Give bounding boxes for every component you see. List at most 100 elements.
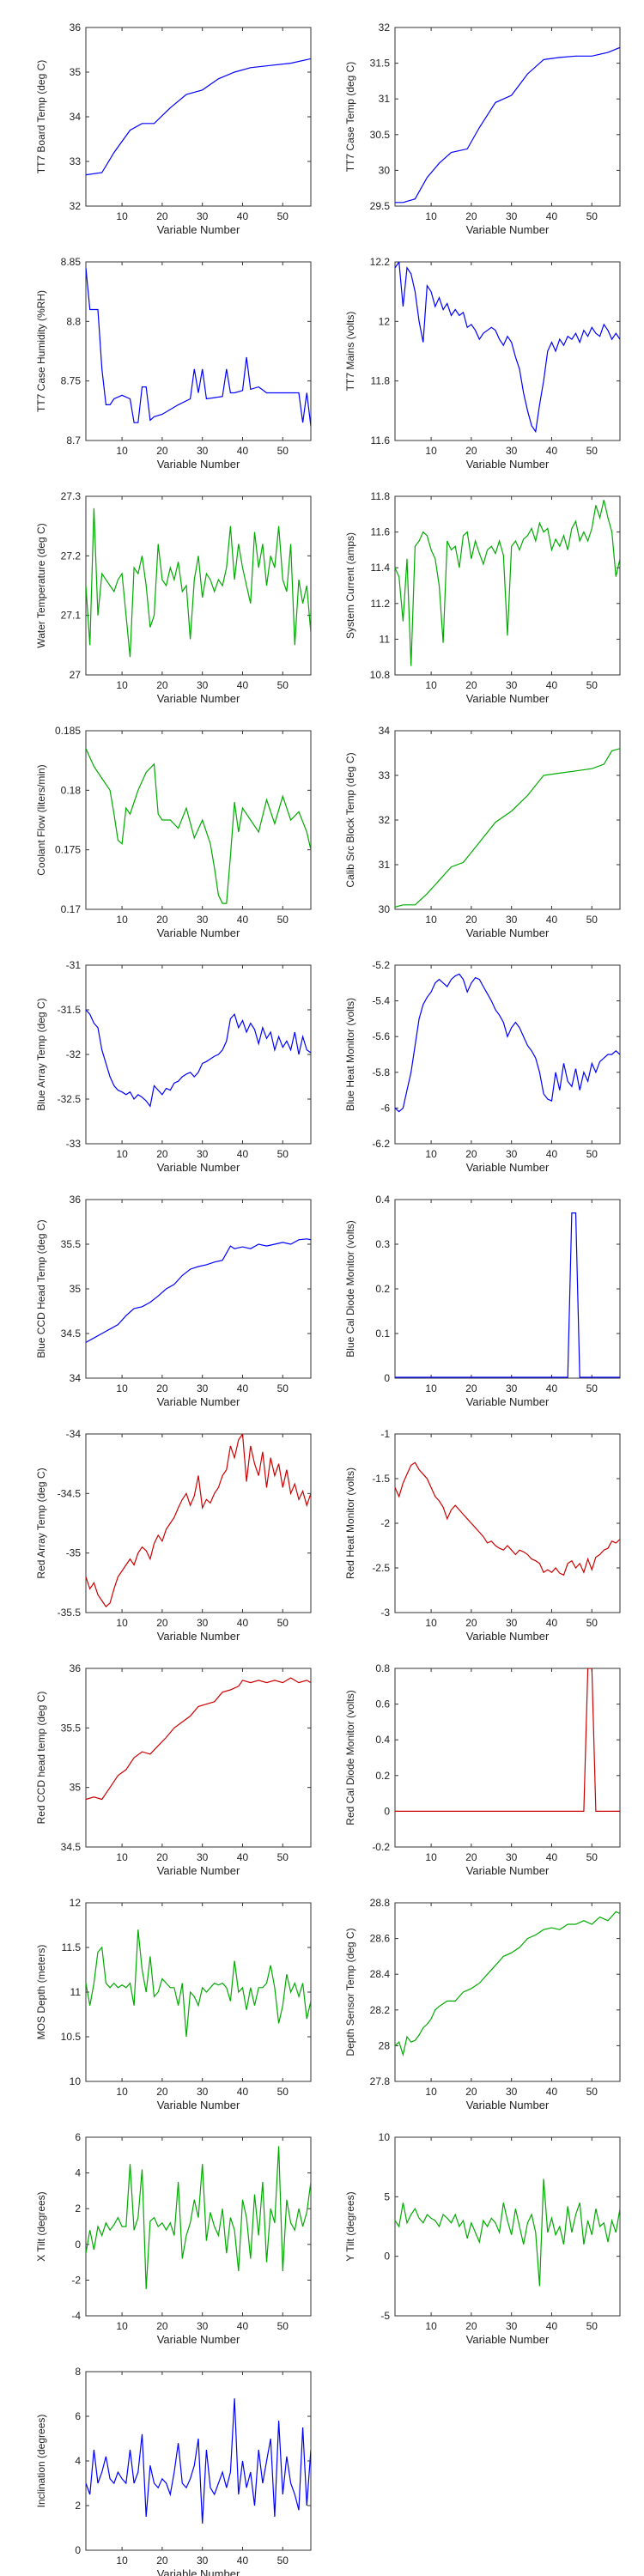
y-tick-label: -2.5	[372, 1562, 390, 1574]
chart-panel: 8.7 8.75 8.8 8.85 10 20 30 40 50 Variable Number T…	[35, 256, 312, 471]
y-tick-label: 11.5	[62, 1941, 82, 1953]
y-tick-label: 8.8	[66, 315, 81, 327]
y-axis-label: Red Cal Diode Monitor (volts)	[344, 1690, 356, 1825]
y-tick-label: 12.2	[370, 256, 391, 268]
y-tick-label: 29.5	[370, 200, 391, 212]
chart-panel: 29.5 30 30.5 31 31.5 32 10 20 30 40 50 Variable Num…	[344, 21, 621, 236]
chart-panel: 11.6 11.8 12 12.2 10 20 30 40 50 Variable Number T…	[344, 256, 621, 471]
y-axis-label: Red Heat Monitor (volts)	[344, 1467, 356, 1579]
y-tick-label: 12	[70, 1897, 82, 1909]
x-tick-label: 50	[277, 1851, 289, 1863]
y-axis-label: X Tilt (degrees)	[35, 2191, 47, 2261]
series-line	[395, 1461, 620, 1577]
y-tick-label: -35	[66, 1547, 82, 1559]
y-tick-label: 31	[379, 859, 391, 871]
x-tick-label: 40	[546, 1148, 558, 1160]
y-tick-label: 31	[379, 93, 391, 105]
x-tick-label: 30	[197, 210, 209, 222]
y-tick-label: 27.3	[61, 490, 82, 502]
x-tick-label: 30	[506, 210, 518, 222]
x-tick-label: 10	[425, 2320, 437, 2332]
y-tick-label: 36	[70, 1662, 82, 1674]
series-line	[86, 2146, 311, 2289]
y-tick-label: 11.6	[371, 434, 391, 447]
x-axis-label: Variable Number	[466, 927, 550, 939]
x-axis-label: Variable Number	[157, 1395, 240, 1408]
x-tick-label: 20	[465, 2320, 477, 2332]
x-tick-label: 30	[506, 1851, 518, 1863]
series-line	[86, 267, 311, 427]
y-axis-label: Blue Array Temp (deg C)	[35, 998, 47, 1110]
x-tick-label: 20	[156, 1148, 168, 1160]
x-tick-label: 10	[116, 2086, 128, 2098]
y-tick-label: -1	[380, 1428, 390, 1440]
x-tick-label: 30	[506, 1382, 518, 1394]
x-tick-label: 30	[506, 2086, 518, 2098]
y-tick-label: -34.5	[58, 1487, 82, 1499]
y-tick-label: 0	[75, 2544, 81, 2556]
chart-panel: -3 -2.5 -2 -1.5 -1 10 20 30 40 50 Variable Number R…	[344, 1428, 621, 1643]
x-tick-label: 10	[116, 210, 128, 222]
x-tick-label: 40	[546, 1851, 558, 1863]
x-tick-label: 10	[116, 2555, 128, 2567]
y-tick-label: -1.5	[372, 1473, 390, 1485]
series-line	[86, 1238, 311, 1343]
y-axis-label: Blue CCD Head Temp (deg C)	[35, 1219, 47, 1358]
chart-panel: -4 -2 0 2 4 6 10 20 30 40 50 Variable Number X Tilt …	[35, 2131, 312, 2346]
x-axis-label: Variable Number	[157, 927, 240, 939]
x-tick-label: 40	[546, 679, 558, 691]
chart-panel: 0.17 0.175 0.18 0.185 10 20 30 40 50 Variable Num…	[35, 725, 312, 939]
x-tick-label: 20	[156, 914, 168, 926]
x-tick-label: 50	[586, 1148, 598, 1160]
x-tick-label: 40	[237, 2086, 249, 2098]
y-tick-label: -0.2	[372, 1841, 390, 1853]
x-tick-label: 20	[156, 2086, 168, 2098]
x-tick-label: 50	[277, 2086, 289, 2098]
y-tick-label: -35.5	[58, 1607, 82, 1619]
x-tick-label: 20	[465, 2086, 477, 2098]
x-tick-label: 40	[237, 445, 249, 457]
x-tick-label: 10	[425, 2086, 437, 2098]
y-tick-label: 8.85	[61, 256, 82, 268]
y-tick-label: 28.6	[370, 1933, 391, 1945]
y-tick-label: 28	[379, 2039, 391, 2051]
x-tick-label: 50	[586, 445, 598, 457]
y-tick-label: 0	[384, 1372, 390, 1384]
y-tick-label: -6	[380, 1102, 390, 1114]
plot-frame	[85, 2136, 312, 2317]
series-line	[395, 1212, 620, 1378]
y-axis-label: Coolant Flow (liters/min)	[35, 764, 47, 875]
y-tick-label: -2	[380, 1517, 390, 1529]
y-tick-label: 8	[75, 2366, 81, 2378]
y-axis-label: TT7 Board Temp (deg C)	[35, 60, 47, 174]
y-tick-label: 35	[70, 1283, 82, 1295]
chart-panel: 34 34.5 35 35.5 36 10 20 30 40 50 Variable Number B…	[35, 1194, 312, 1408]
plot-frame	[394, 1433, 621, 1613]
y-tick-label: 11	[380, 633, 391, 645]
y-tick-label: 0.4	[375, 1734, 390, 1746]
y-tick-label: 0.4	[375, 1194, 390, 1206]
y-tick-label: 31.5	[370, 58, 391, 70]
y-tick-label: 30	[379, 164, 391, 176]
y-tick-label: 12	[379, 315, 391, 327]
series-line	[86, 2398, 311, 2524]
x-tick-label: 50	[586, 2086, 598, 2098]
y-tick-label: 4	[75, 2167, 81, 2179]
y-axis-label: Blue Cal Diode Monitor (volts)	[344, 1220, 356, 1357]
y-tick-label: 11.6	[371, 526, 391, 538]
x-tick-label: 20	[465, 445, 477, 457]
x-tick-label: 40	[546, 210, 558, 222]
y-tick-label: 0.6	[375, 1698, 390, 1710]
y-tick-label: 10	[379, 2131, 391, 2143]
x-tick-label: 20	[156, 2555, 168, 2567]
y-tick-label: 5	[384, 2190, 390, 2202]
y-tick-label: 4	[75, 2455, 81, 2467]
x-tick-label: 40	[237, 2320, 249, 2332]
y-axis-label: Water Temperature (deg C)	[35, 523, 47, 647]
y-tick-label: 11.2	[371, 598, 391, 610]
x-axis-label: Variable Number	[466, 1395, 550, 1408]
y-tick-label: 36	[70, 21, 82, 33]
x-tick-label: 30	[197, 679, 209, 691]
y-tick-label: -5.4	[372, 995, 390, 1007]
